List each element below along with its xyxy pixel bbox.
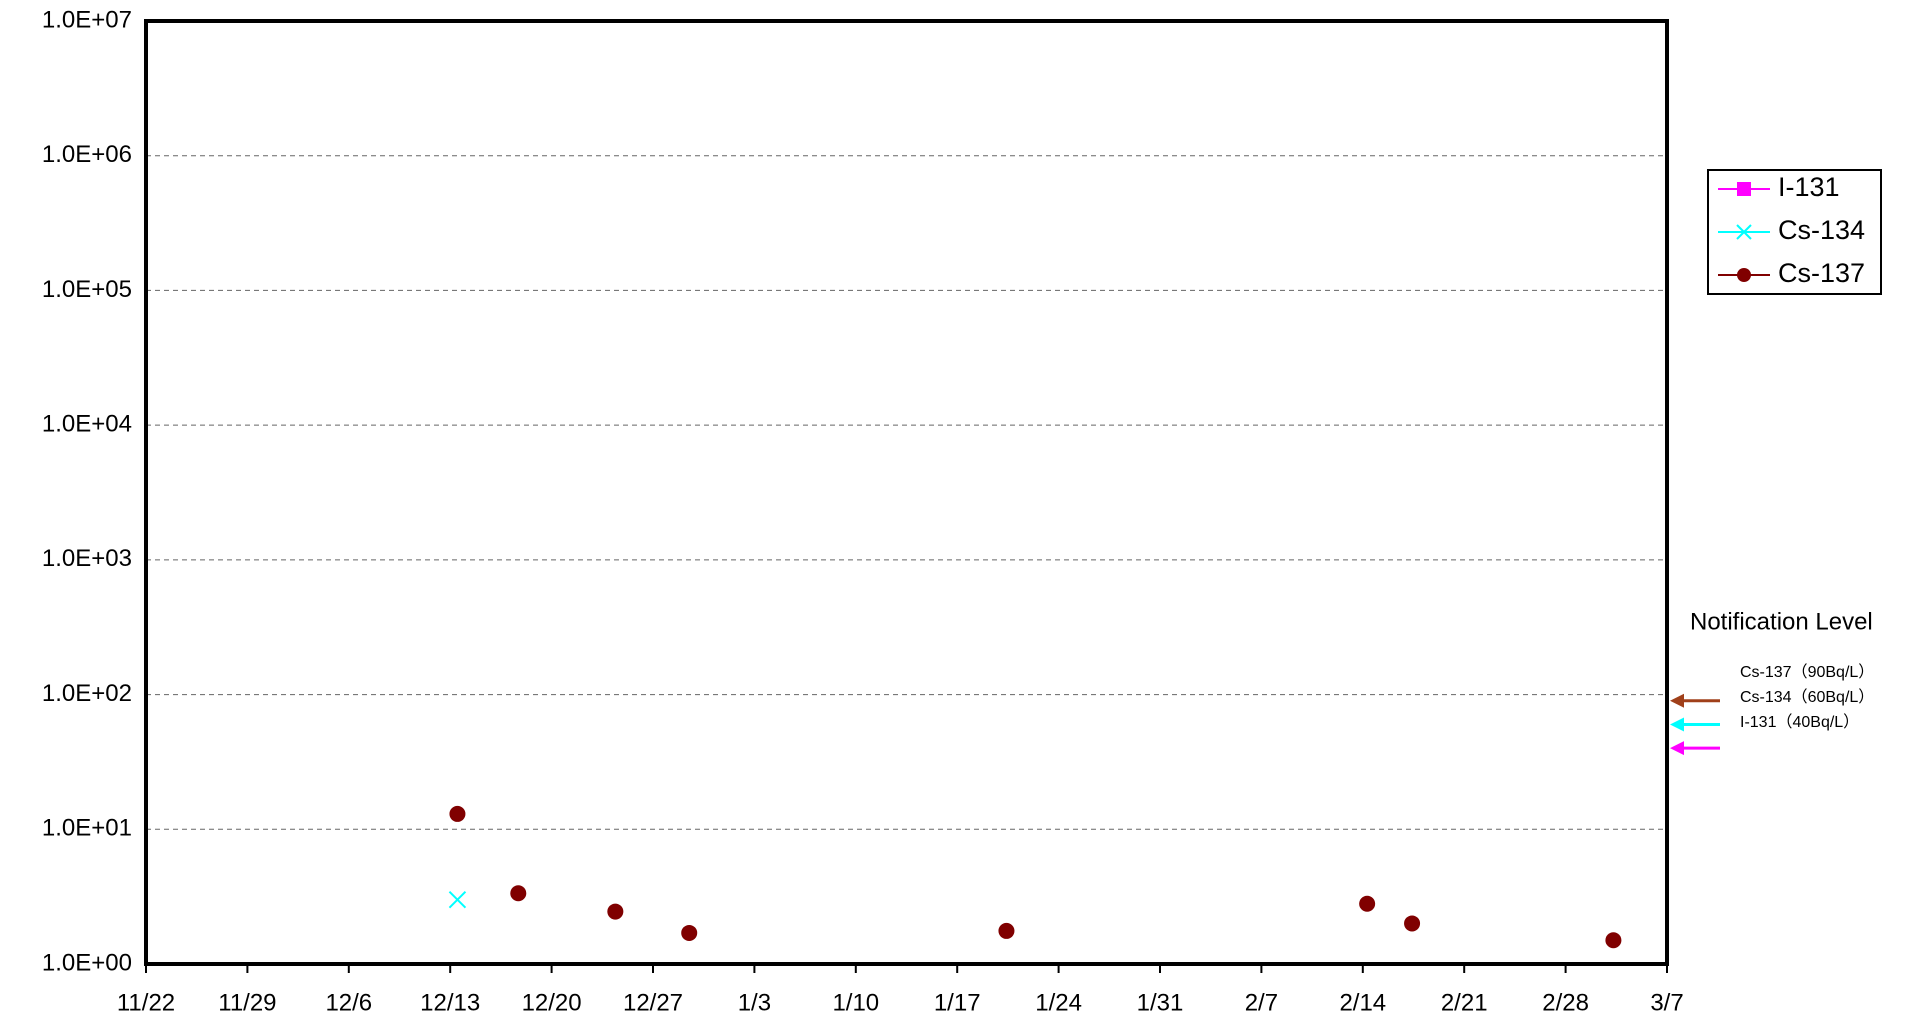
- marker-part: [1737, 268, 1751, 282]
- legend-label: Cs-137: [1778, 258, 1865, 288]
- marker-part: [448, 891, 467, 909]
- marker-part: [681, 924, 698, 941]
- marker: [1605, 932, 1622, 949]
- marker-part: [1737, 182, 1751, 196]
- marker: [1737, 268, 1751, 282]
- x-tick-label: 3/7: [1650, 989, 1683, 1016]
- marker-part: [998, 922, 1015, 939]
- x-tick-label: 1/10: [832, 989, 879, 1016]
- marker-part: [449, 805, 466, 822]
- x-tick-label: 1/3: [738, 989, 771, 1016]
- x-tick-label: 2/14: [1339, 989, 1386, 1016]
- y-tick-label: 1.0E+02: [42, 680, 132, 707]
- x-tick-label: 11/22: [117, 989, 175, 1016]
- y-tick-label: 1.0E+00: [42, 949, 132, 976]
- arrow-head: [1670, 693, 1684, 708]
- marker: [998, 922, 1015, 939]
- marker: [1736, 224, 1752, 240]
- y-tick-label: 1.0E+01: [42, 815, 132, 842]
- plot-frame: [144, 19, 1669, 966]
- x-tick-label: 12/20: [522, 989, 582, 1016]
- marker: [607, 903, 624, 920]
- legend-label: I-131: [1778, 172, 1840, 202]
- notification-label: Cs-137（90Bq/L）: [1740, 663, 1874, 681]
- x-tick-label: 2/7: [1245, 989, 1278, 1016]
- notification-title: Notification Level: [1690, 608, 1873, 635]
- arrow-head: [1670, 741, 1684, 756]
- marker-part: [607, 903, 624, 920]
- marker-part: [1404, 915, 1421, 932]
- y-tick-label: 1.0E+03: [42, 545, 132, 572]
- marker-part: [510, 885, 527, 902]
- y-tick-label: 1.0E+04: [42, 410, 132, 437]
- legend-label: Cs-134: [1778, 215, 1865, 245]
- x-tick-label: 11/29: [218, 989, 276, 1016]
- x-tick-label: 12/27: [623, 989, 683, 1016]
- x-tick-label: 2/28: [1542, 989, 1589, 1016]
- marker: [681, 924, 698, 941]
- marker-part: [1359, 895, 1376, 912]
- x-tick-label: 1/24: [1035, 989, 1082, 1016]
- y-tick-label: 1.0E+07: [42, 6, 132, 33]
- x-tick-label: 2/21: [1441, 989, 1488, 1016]
- y-tick-label: 1.0E+06: [42, 141, 132, 168]
- notification-label: Cs-134（60Bq/L）: [1740, 688, 1874, 706]
- x-tick-label: 12/13: [420, 989, 480, 1016]
- x-tick-label: 1/31: [1137, 989, 1184, 1016]
- arrow-head: [1670, 717, 1684, 732]
- marker: [1359, 895, 1376, 912]
- marker: [510, 885, 527, 902]
- x-tick-label: 1/17: [934, 989, 981, 1016]
- notification-label: I-131（40Bq/L）: [1740, 713, 1859, 731]
- x-tick-label: 12/6: [325, 989, 372, 1016]
- marker: [449, 805, 466, 822]
- marker: [1737, 182, 1751, 196]
- y-tick-label: 1.0E+05: [42, 276, 132, 303]
- marker: [1404, 915, 1421, 932]
- marker-part: [1736, 224, 1752, 240]
- marker: [448, 891, 467, 909]
- marker-part: [1605, 932, 1622, 949]
